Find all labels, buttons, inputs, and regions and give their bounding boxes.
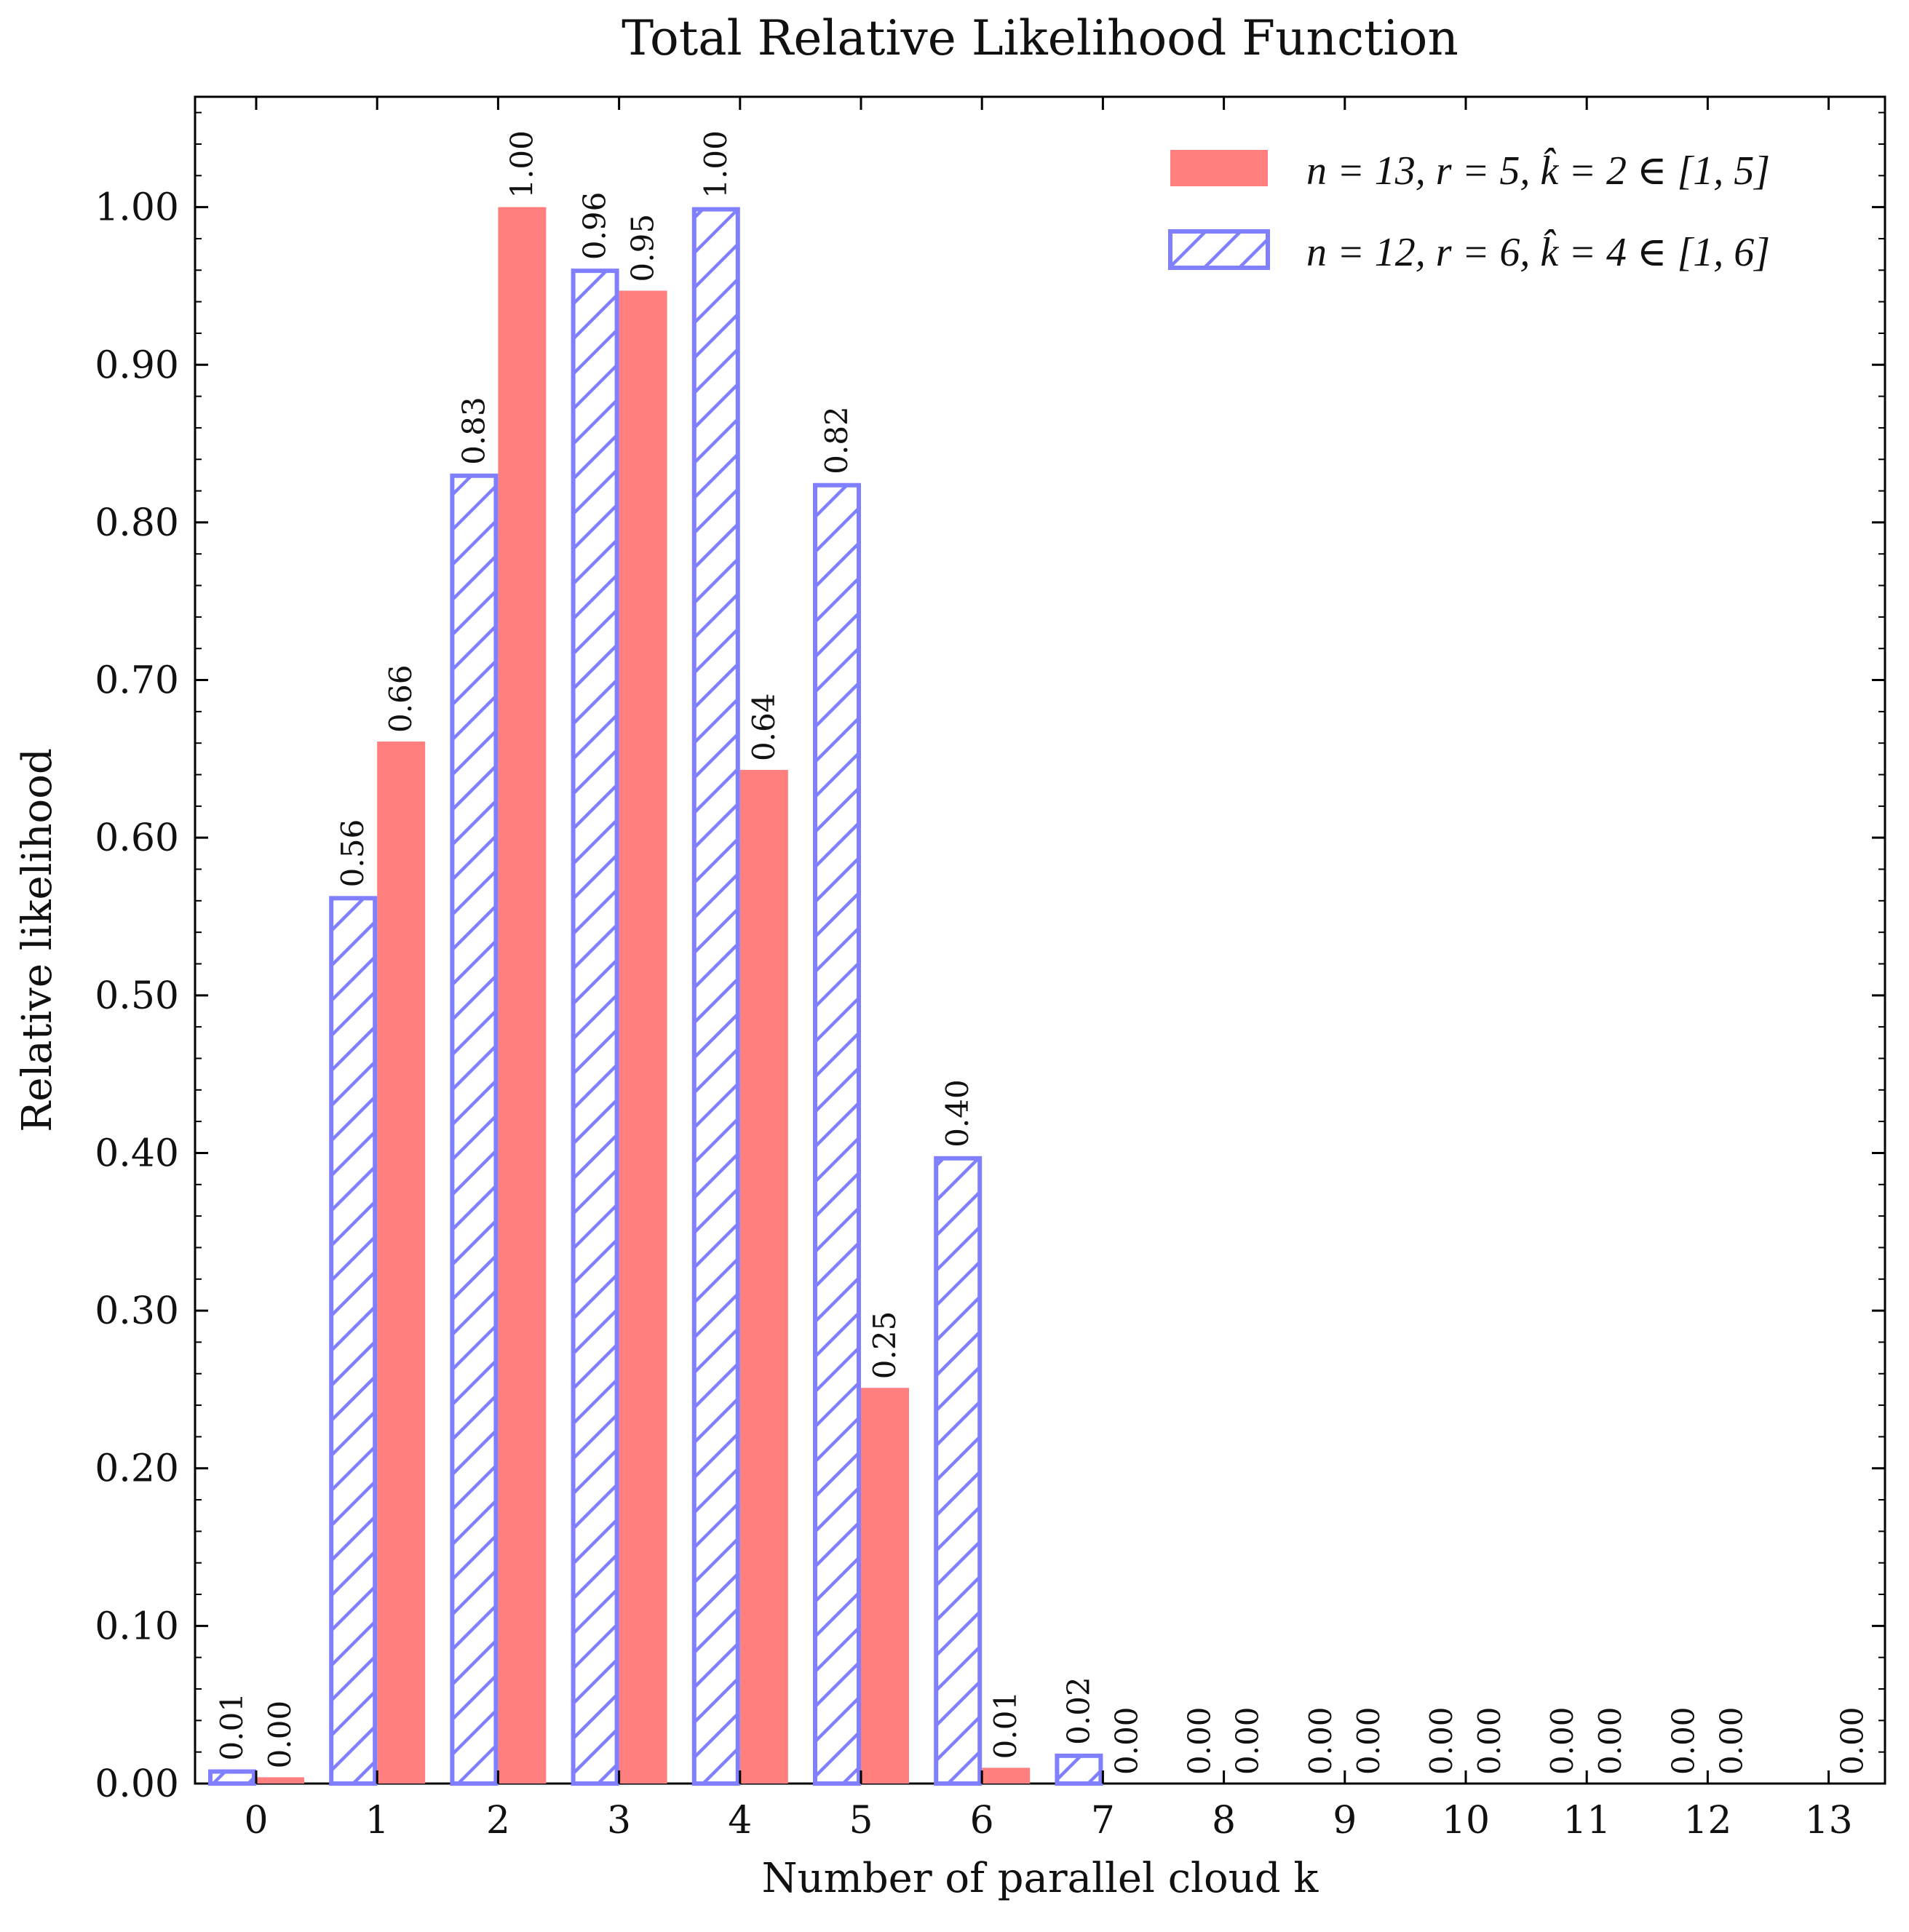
y-tick-label: 0.00 <box>95 1762 179 1806</box>
y-tick-label: 0.20 <box>95 1447 179 1491</box>
axis-ticks <box>195 97 1885 1785</box>
data-label-series-1-11: 0.00 <box>1592 1706 1628 1775</box>
legend: n = 13, r = 5, k̂ = 2 ∈ [1, 5] n = 12, r… <box>1168 147 1770 275</box>
data-label-series-1-13: 0.00 <box>1835 1706 1870 1775</box>
bar-series-2-5 <box>813 482 861 1786</box>
x-tick-label: 7 <box>1091 1799 1115 1842</box>
data-label-series-2-11: 0.00 <box>1544 1706 1580 1775</box>
data-label-series-2-8: 0.00 <box>1182 1706 1218 1775</box>
x-tick-label: 12 <box>1683 1799 1731 1842</box>
bar-series-2-6 <box>934 1156 983 1786</box>
y-tick-label: 0.90 <box>95 343 179 387</box>
x-tick-label: 10 <box>1442 1799 1490 1842</box>
legend-swatch-series-1 <box>1170 150 1268 186</box>
legend-label-series-2: n = 12, r = 6, k̂ = 4 ∈ [1, 6] <box>1306 228 1770 275</box>
bar-group <box>208 207 1103 1786</box>
x-tick-label: 8 <box>1212 1799 1236 1842</box>
plot-frame <box>194 95 1886 1785</box>
data-label-series-1-0: 0.00 <box>262 1701 298 1769</box>
y-tick-label: 0.50 <box>95 974 179 1018</box>
data-label-series-2-7: 0.02 <box>1060 1677 1096 1745</box>
x-tick-label: 4 <box>728 1799 752 1842</box>
bar-series-1-4 <box>739 770 788 1784</box>
bar-series-1-3 <box>619 290 667 1784</box>
data-label-group: 0.00 0.66 1.00 0.95 0.64 0.25 0.01 0.00 0.00 0.00… <box>214 130 1870 1775</box>
legend-swatch-series-2 <box>1168 229 1270 270</box>
bar-series-1-2 <box>498 207 547 1784</box>
data-label-series-2-0: 0.01 <box>214 1693 250 1761</box>
data-label-series-2-3: 0.96 <box>577 192 613 261</box>
x-tick-label: 2 <box>486 1799 510 1842</box>
data-label-series-1-5: 0.25 <box>867 1311 902 1380</box>
y-tick-label: 0.40 <box>95 1132 179 1175</box>
x-tick-label: 0 <box>244 1799 268 1842</box>
data-label-series-2-2: 0.83 <box>456 397 491 465</box>
data-label-series-2-5: 0.82 <box>819 406 854 474</box>
bar-series-1-6 <box>982 1768 1031 1784</box>
x-tick-label: 11 <box>1563 1799 1611 1842</box>
bar-series-1-5 <box>861 1388 909 1784</box>
data-label-series-2-7-extra: 0.00 <box>1108 1706 1144 1775</box>
bar-series-2-1 <box>329 896 378 1786</box>
legend-label-series-1: n = 13, r = 5, k̂ = 2 ∈ [1, 5] <box>1306 147 1770 194</box>
bar-series-1-0 <box>256 1777 304 1784</box>
x-axis-label: Number of parallel cloud k <box>762 1855 1319 1902</box>
data-label-series-1-10: 0.00 <box>1472 1706 1507 1775</box>
tick-label-group: 0.00 0.10 0.20 0.30 0.40 0.50 0.60 0.70 0.80 0.90… <box>95 186 1852 1842</box>
bar-series-2-2 <box>450 473 499 1786</box>
y-tick-label: 0.10 <box>95 1605 179 1648</box>
data-label-series-1-8: 0.00 <box>1230 1706 1266 1775</box>
data-label-series-2-10: 0.00 <box>1424 1706 1459 1775</box>
data-label-series-1-3: 0.95 <box>625 214 661 282</box>
x-tick-label: 3 <box>607 1799 631 1842</box>
data-label-series-2-1: 0.56 <box>335 819 370 888</box>
data-label-series-2-9: 0.00 <box>1303 1706 1338 1775</box>
y-tick-label: 0.70 <box>95 659 179 703</box>
data-label-series-1-12: 0.00 <box>1713 1706 1749 1775</box>
data-label-series-1-1: 0.66 <box>383 665 418 734</box>
y-tick-label: 0.30 <box>95 1289 179 1333</box>
bar-series-2-4 <box>691 207 740 1786</box>
y-axis-label: Relative likelihood <box>14 748 61 1132</box>
data-label-series-1-6: 0.01 <box>988 1691 1023 1760</box>
data-label-series-1-2: 1.00 <box>504 130 539 199</box>
y-tick-label: 0.60 <box>95 816 179 860</box>
data-label-series-2-12: 0.00 <box>1665 1706 1701 1775</box>
x-tick-label: 6 <box>970 1799 994 1842</box>
data-label-series-2-6: 0.40 <box>940 1079 975 1148</box>
x-tick-label: 9 <box>1333 1799 1357 1842</box>
y-tick-label: 1.00 <box>95 186 179 230</box>
chart-title: Total Relative Likelihood Function <box>622 10 1458 66</box>
bar-series-2-3 <box>571 269 619 1786</box>
data-label-series-1-4: 0.64 <box>746 693 782 762</box>
data-label-series-2-4: 1.00 <box>698 130 734 199</box>
bar-series-2-7 <box>1055 1753 1103 1786</box>
y-tick-label: 0.80 <box>95 501 179 545</box>
bar-series-2-0 <box>208 1769 256 1786</box>
x-tick-label: 5 <box>849 1799 873 1842</box>
x-tick-label: 13 <box>1805 1799 1853 1842</box>
bar-series-1-1 <box>377 742 426 1784</box>
x-tick-label: 1 <box>365 1799 389 1842</box>
data-label-series-1-9: 0.00 <box>1351 1706 1386 1775</box>
